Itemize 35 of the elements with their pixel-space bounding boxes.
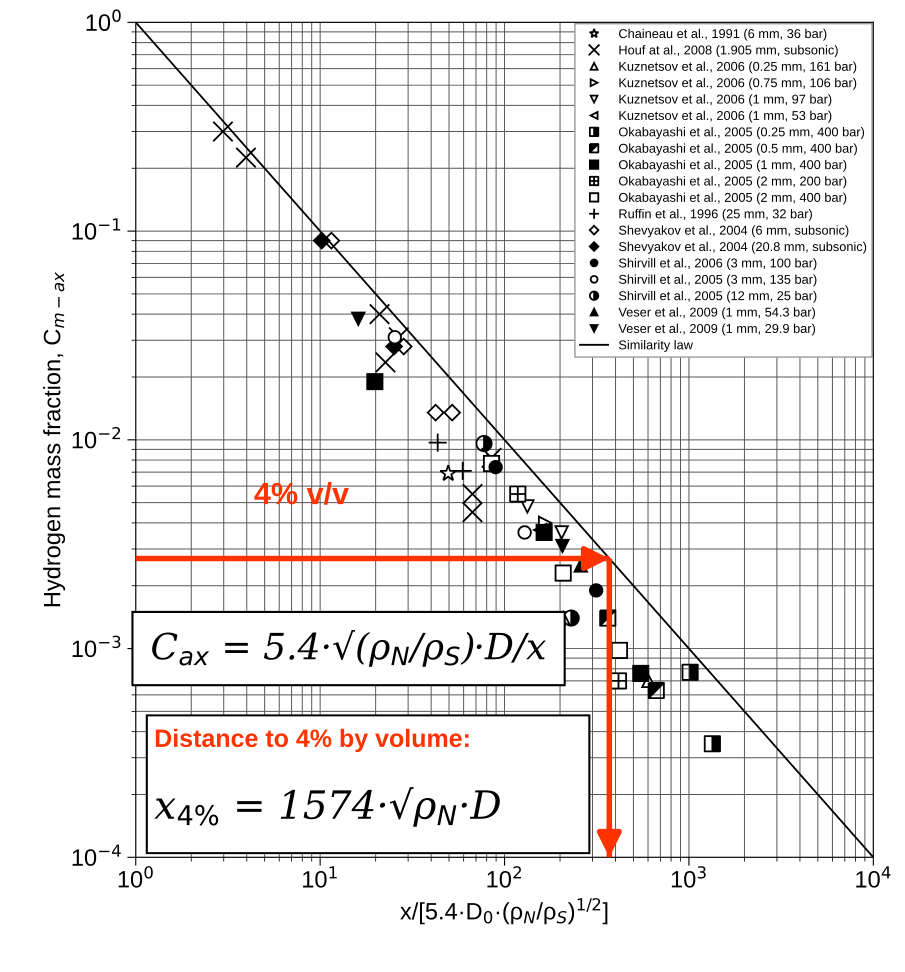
legend-label: Kuznetsov et al., 2006 (0.75 mm, 106 bar): [619, 78, 856, 90]
legend-label: Ruffin et al., 1996 (25 mm, 32 bar): [619, 208, 812, 221]
legend-label: Okabayashi et al., 2005 (0.25 mm, 400 bar): [618, 127, 864, 139]
legend-label: Okabayashi et al., 2005 (2 mm, 200 bar): [618, 176, 846, 188]
legend-label: Shevyakov et al., 2004 (6 mm, subsonic): [618, 225, 848, 238]
x-tick-label: 10$^{3}$: [672, 866, 706, 888]
annotation: C$_{ax}$ = 5.4·√(ρ$_{N}$/ρ$_{S}$)·D/x: [152, 630, 546, 667]
legend-label: Veser et al., 2009 (1 mm, 54.3 bar): [618, 307, 816, 320]
annotation: x$_{4%}$ = 1574·√ρ$_{N}$·D: [154, 787, 500, 827]
text: x/[5.4·D$_{0}$·(ρ$_{N}$/ρ$_{S}$)$^{1/2}$]: [400, 898, 608, 924]
y-axis-title: Hydrogen mass fraction, C$_{m−ax}$: [43, 272, 66, 606]
legend-label: Houf at al., 2008 (1.905 mm, subsonic): [619, 45, 838, 58]
legend-label: Chaineau et al., 1991 (6 mm, 36 bar): [619, 28, 826, 41]
legend-label: Shirvill et al., 2005 (12 mm, 25 bar): [618, 290, 816, 303]
y-tick-label: 10$^{−4}$: [72, 844, 121, 866]
y-tick-label: 10$^{−3}$: [72, 636, 120, 658]
x-tick-label: 10$^{1}$: [303, 866, 337, 888]
x-tick-label: 10$^{4}$: [856, 866, 891, 888]
legend-label: Kuznetsov et al., 2006 (1 mm, 53 bar): [619, 110, 832, 123]
legend-label: Kuznetsov et al., 2006 (1 mm, 97 bar): [619, 94, 832, 106]
x-tick-label: 10$^{0}$: [118, 866, 153, 888]
y-tick-label: 10$^{−2}$: [72, 426, 120, 448]
legend-label: Okabayashi et al., 2005 (2 mm, 400 bar): [618, 192, 846, 204]
y-tick-label: 10$^{−1}$: [72, 218, 120, 240]
legend-label: Okabayashi et al., 2005 (0.5 mm, 400 bar): [618, 143, 857, 156]
legend-label: Okabayashi et al., 2005 (1 mm, 400 bar): [618, 160, 846, 172]
x-tick-label: 10$^{2}$: [487, 866, 521, 888]
legend-label: Shevyakov et al., 2004 (20.8 mm, subsonic): [618, 242, 866, 254]
legend-label: Similarity law: [618, 340, 693, 352]
annotation: Distance to 4% by volume:: [156, 728, 469, 752]
legend-label: Kuznetsov et al., 2006 (0.25 mm, 161 bar): [619, 62, 856, 74]
y-tick-label: 10$^{0}$: [86, 9, 121, 31]
legend-label: Shirvill et al., 2005 (3 mm, 135 bar): [618, 274, 816, 286]
legend-label: Veser et al., 2009 (1 mm, 29.9 bar): [618, 324, 816, 336]
legend-label: Shirvill et al., 2006 (3 mm, 100 bar): [618, 258, 816, 270]
